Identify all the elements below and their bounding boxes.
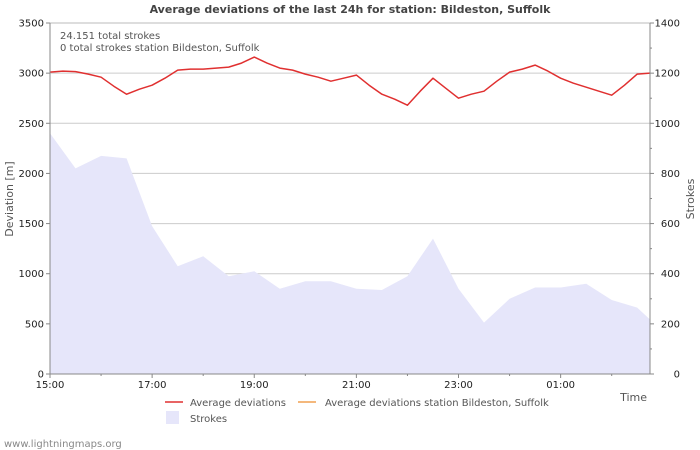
strokes-area xyxy=(50,133,650,374)
legend-label-strokes: Strokes xyxy=(190,414,227,425)
left-tick-label: 0 xyxy=(38,370,44,381)
left-axis-ticks: 0 500 1000 1500 2000 2500 3000 3500 xyxy=(19,19,50,381)
strokes-area-layer xyxy=(50,133,650,374)
x-tick-label: 19:00 xyxy=(240,380,269,391)
total-strokes-annotation: 24.151 total strokes xyxy=(60,31,160,42)
left-tick-label: 2000 xyxy=(19,169,44,180)
left-tick-label: 3500 xyxy=(19,19,44,30)
right-axis-ticks: 0 200 400 600 800 1000 1200 1400 xyxy=(650,19,680,381)
x-tick-label: 15:00 xyxy=(36,380,65,391)
right-tick-label: 200 xyxy=(661,319,680,330)
left-tick-label: 3000 xyxy=(19,69,44,80)
station-strokes-annotation: 0 total strokes station Bildeston, Suffo… xyxy=(60,43,260,54)
legend-label-station-deviations: Average deviations station Bildeston, Su… xyxy=(325,398,549,409)
legend-label-average-deviations: Average deviations xyxy=(190,398,286,409)
y-axis-label-left: Deviation [m] xyxy=(3,161,16,236)
x-tick-label: 17:00 xyxy=(138,380,167,391)
right-tick-label: 1000 xyxy=(655,119,680,130)
left-tick-label: 2500 xyxy=(19,119,44,130)
right-tick-label: 400 xyxy=(661,269,680,280)
left-tick-label: 1500 xyxy=(19,219,44,230)
right-tick-label: 0 xyxy=(674,370,680,381)
legend-swatch-strokes xyxy=(166,411,179,424)
right-tick-label: 1200 xyxy=(655,69,680,80)
x-axis-label: Time xyxy=(619,391,647,404)
source-footer: www.lightningmaps.org xyxy=(4,439,122,450)
x-tick-label: 21:00 xyxy=(342,380,371,391)
left-tick-label: 1000 xyxy=(19,269,44,280)
legend: Average deviations Average deviations st… xyxy=(165,398,549,425)
right-tick-label: 800 xyxy=(661,169,680,180)
x-axis-ticks: 15:00 17:00 19:00 21:00 23:00 01:00 xyxy=(36,374,613,391)
x-tick-label: 23:00 xyxy=(444,380,473,391)
right-tick-label: 600 xyxy=(661,219,680,230)
x-tick-label: 01:00 xyxy=(546,380,575,391)
right-tick-label: 1400 xyxy=(655,19,680,30)
average-deviations-line xyxy=(50,56,650,106)
chart-title: Average deviations of the last 24h for s… xyxy=(150,3,552,16)
deviation-line-layer xyxy=(50,56,650,106)
y-axis-label-right: Strokes xyxy=(684,178,697,219)
left-tick-label: 500 xyxy=(25,319,44,330)
